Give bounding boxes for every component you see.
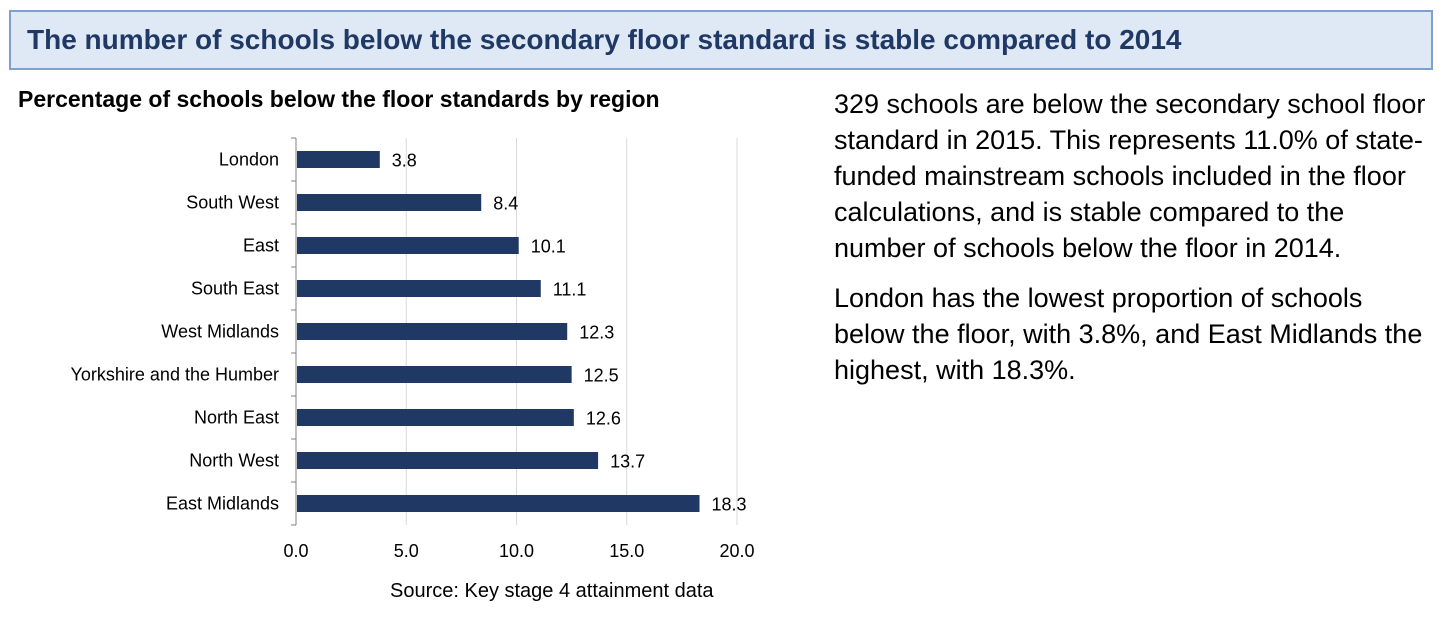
- bar: [297, 323, 568, 340]
- category-label: West Midlands: [161, 322, 279, 342]
- bar: [297, 194, 482, 211]
- data-label: 13.7: [610, 452, 645, 472]
- category-label: North West: [189, 451, 279, 471]
- header-banner: The number of schools below the secondar…: [9, 10, 1433, 70]
- data-label: 12.5: [584, 366, 619, 386]
- chart-title: Percentage of schools below the floor st…: [18, 86, 660, 112]
- data-label: 12.6: [586, 409, 621, 429]
- bar: [297, 366, 572, 383]
- x-tick-label: 20.0: [719, 541, 754, 561]
- bar: [297, 495, 700, 512]
- bar: [297, 237, 519, 254]
- category-label: South East: [191, 279, 279, 299]
- bar: [297, 280, 541, 297]
- bar: [297, 452, 599, 469]
- category-label: Yorkshire and the Humber: [71, 365, 279, 385]
- bar: [297, 409, 574, 426]
- category-label: East Midlands: [166, 494, 279, 514]
- bar: [297, 151, 380, 168]
- chart-source: Source: Key stage 4 attainment data: [390, 580, 714, 602]
- bar-chart: London 3.8 South West 8.4 East 10.1 South East…: [71, 137, 755, 561]
- x-tick-label: 15.0: [609, 541, 644, 561]
- category-label: East: [243, 236, 279, 256]
- category-label: London: [219, 150, 279, 170]
- commentary-paragraph-1: 329 schools are below the secondary scho…: [834, 89, 1426, 263]
- commentary-paragraph-2: London has the lowest proportion of scho…: [834, 283, 1423, 385]
- data-label: 3.8: [392, 151, 417, 171]
- page-title: The number of schools below the secondar…: [27, 24, 1182, 55]
- data-label: 10.1: [531, 237, 566, 257]
- x-tick-label: 0.0: [283, 541, 308, 561]
- category-label: North East: [194, 408, 279, 428]
- x-tick-label: 5.0: [394, 541, 419, 561]
- data-label: 12.3: [579, 323, 614, 343]
- commentary: 329 schools are below the secondary scho…: [834, 86, 1434, 388]
- data-label: 8.4: [493, 194, 518, 214]
- data-label: 18.3: [712, 495, 747, 515]
- data-label: 11.1: [553, 280, 587, 300]
- x-tick-label: 10.0: [499, 541, 534, 561]
- category-label: South West: [186, 193, 279, 213]
